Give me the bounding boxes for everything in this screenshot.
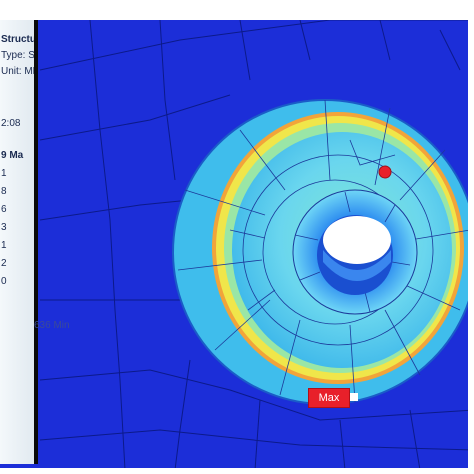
legend-max-value: 9 Ma — [1, 150, 24, 161]
result-legend-panel: Structural Type: Stre Unit: MPa 2:08 9 M… — [0, 20, 38, 464]
frame-right-border — [468, 0, 474, 474]
inner-hub-edge — [292, 189, 418, 315]
legend-value: 1 — [1, 240, 7, 251]
legend-panel-edge — [34, 20, 38, 464]
legend-time: 2:08 — [1, 118, 21, 129]
legend-value: 2 — [1, 258, 7, 269]
max-probe-label[interactable]: Max — [308, 388, 350, 408]
hub-mesh-lines — [294, 191, 411, 313]
legend-value: 1 — [1, 168, 7, 179]
legend-title: Structural — [1, 34, 38, 45]
legend-value: 8 — [1, 186, 7, 197]
mesh-grid-lines — [39, 19, 474, 471]
square-marker-icon — [350, 393, 358, 401]
bore-hole-opening — [323, 216, 391, 264]
bore-hole-threads — [323, 250, 391, 281]
legend-type: Type: Stre — [1, 50, 38, 61]
frame-bottom-border — [0, 468, 474, 474]
legend-value: 3 — [1, 222, 7, 233]
legend-value: 0 — [1, 276, 7, 287]
legend-min-value: 636 Min — [34, 320, 70, 331]
legend-unit: Unit: MPa — [1, 66, 38, 77]
frame-top-border — [0, 0, 474, 20]
legend-value: 6 — [1, 204, 7, 215]
red-dot-icon[interactable] — [378, 165, 392, 179]
